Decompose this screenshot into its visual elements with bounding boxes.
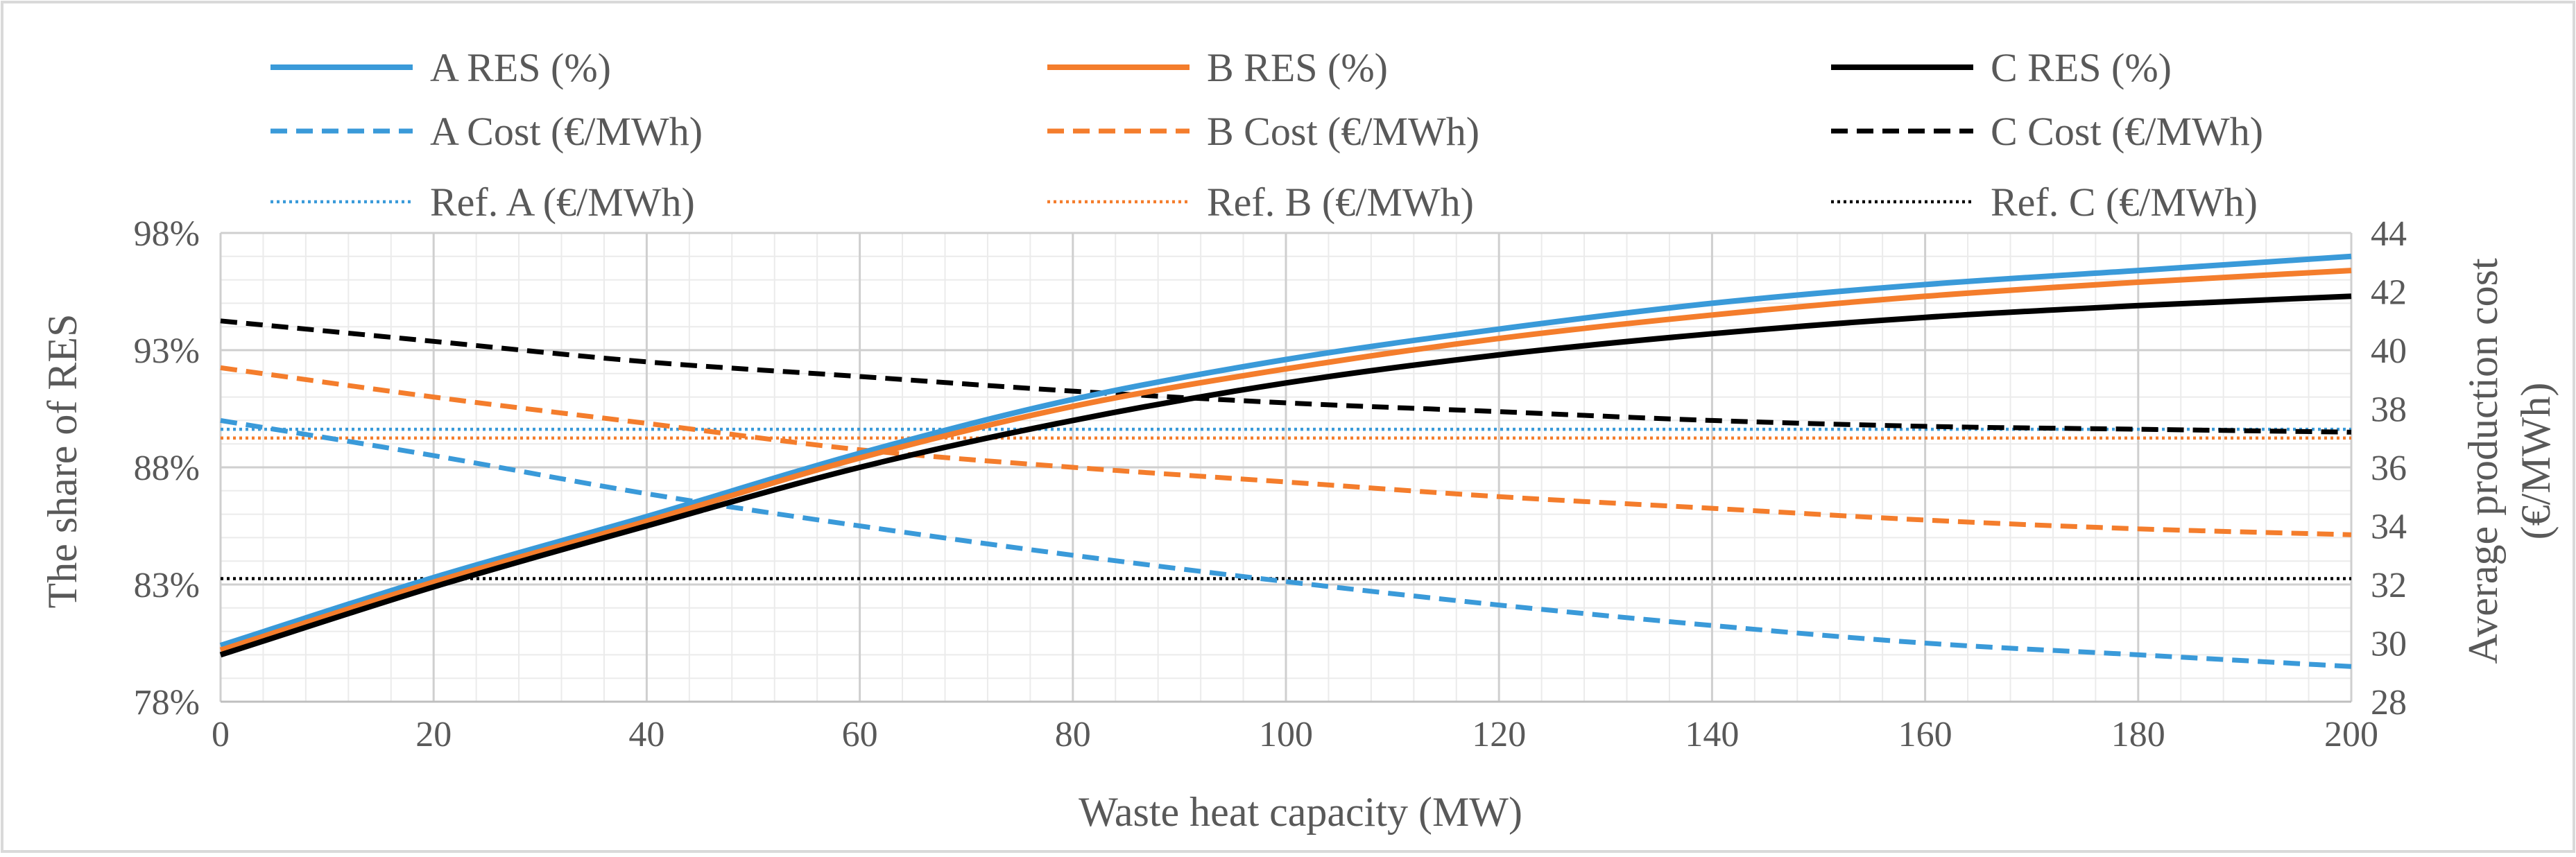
legend-label: A RES (%): [430, 45, 611, 90]
x-tick-label: 160: [1898, 715, 1952, 754]
y2-tick-label: 40: [2371, 331, 2407, 371]
x-tick-label: 20: [415, 715, 452, 754]
legend-label: C Cost (€/MWh): [1991, 109, 2263, 154]
gridlines: [219, 232, 2353, 703]
y2-tick-label: 30: [2371, 625, 2407, 664]
y2-tick-label: 38: [2371, 390, 2407, 430]
legend-label: A Cost (€/MWh): [430, 109, 703, 154]
legend-label: Ref. A (€/MWh): [430, 180, 695, 225]
x-tick-label: 80: [1055, 715, 1091, 754]
series-lines: [219, 253, 2352, 669]
y2-tick-label: 34: [2371, 508, 2407, 547]
y-tick-label: 98%: [134, 214, 200, 254]
y-tick-label: 93%: [134, 331, 200, 371]
y2-tick-label: 44: [2371, 214, 2407, 254]
y2-axis-title-line2: (€/MWh): [2513, 383, 2559, 540]
y-axis-title: The share of RES: [40, 314, 85, 609]
y-tick-label: 88%: [134, 449, 200, 488]
y2-tick-label: 32: [2371, 566, 2407, 605]
x-tick-label: 200: [2324, 715, 2378, 754]
series-c-cost-mwh: [220, 318, 2352, 435]
legend: A RES (%) B RES (%) C RES (%) A Cost (€/MWh…: [271, 45, 2263, 225]
series-b-res: [219, 268, 2352, 653]
y2-tick-label: 36: [2371, 449, 2407, 488]
x-tick-label: 40: [628, 715, 664, 754]
legend-label: Ref. B (€/MWh): [1207, 180, 1474, 225]
y-tick-label: 78%: [134, 683, 200, 722]
legend-label: B RES (%): [1207, 45, 1388, 90]
y2-tick-label: 42: [2371, 273, 2407, 313]
y2-tick-label: 28: [2371, 683, 2407, 722]
y-tick-label: 83%: [134, 566, 200, 605]
series-b-cost-mwh: [220, 365, 2352, 537]
tick-labels: 0 20 40 60 80 100 120 140 160 180 200 78% 83% 88% 93% 9…: [134, 214, 2407, 754]
legend-label: Ref. C (€/MWh): [1991, 180, 2258, 225]
x-tick-label: 140: [1685, 715, 1739, 754]
legend-label: C RES (%): [1991, 45, 2172, 90]
x-tick-label: 100: [1259, 715, 1313, 754]
x-axis-title: Waste heat capacity (MW): [1079, 789, 1522, 835]
series-c-res: [219, 293, 2352, 658]
series-a-cost-mwh: [220, 417, 2352, 669]
x-tick-label: 60: [842, 715, 878, 754]
x-tick-label: 180: [2111, 715, 2165, 754]
x-tick-label: 120: [1472, 715, 1526, 754]
y2-axis-title-line1: Average production cost: [2460, 258, 2506, 664]
legend-label: B Cost (€/MWh): [1207, 109, 1479, 154]
series-a-res: [219, 253, 2352, 648]
x-tick-label: 0: [212, 715, 230, 754]
